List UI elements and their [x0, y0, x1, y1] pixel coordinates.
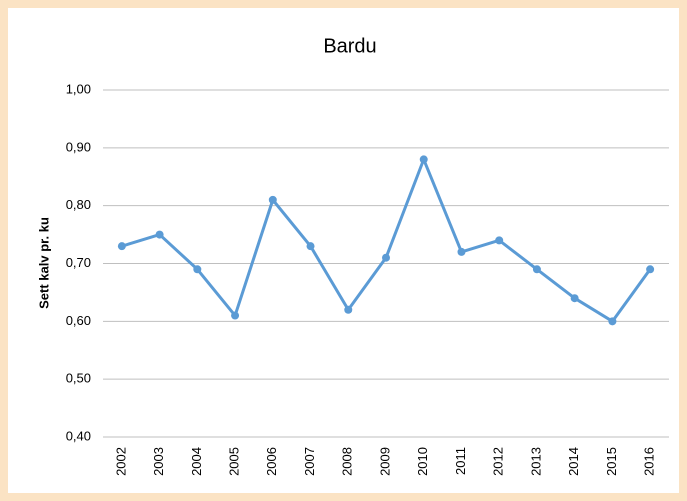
x-tick-label: 2004	[189, 447, 204, 476]
point	[457, 247, 466, 256]
point	[608, 317, 617, 326]
y-tick-label: 0,40	[66, 428, 91, 443]
point	[532, 265, 541, 274]
y-tick-label: 0,90	[66, 139, 91, 154]
x-tick-label: 2013	[528, 447, 543, 476]
point	[306, 242, 315, 251]
point	[382, 253, 390, 262]
y-tick-label: 0,60	[66, 313, 91, 328]
point	[570, 294, 579, 303]
point	[193, 265, 202, 274]
point	[117, 242, 126, 251]
point	[419, 155, 428, 164]
chart-title: Bardu	[323, 35, 376, 57]
y-tick-label: 0,50	[66, 371, 91, 386]
x-tick-label: 2006	[264, 447, 279, 476]
point	[646, 265, 655, 274]
x-tick-label: 2012	[491, 447, 506, 476]
point	[268, 195, 277, 204]
x-tick-label: 2014	[566, 447, 581, 476]
x-tick-label: 2009	[377, 447, 392, 476]
x-tick-label: 2011	[453, 447, 468, 475]
chart-background	[8, 8, 679, 493]
x-tick-label: 2003	[151, 447, 166, 476]
y-tick-label: 0,80	[66, 197, 91, 212]
x-tick-label: 2015	[604, 447, 619, 476]
x-tick-label: 2002	[113, 447, 128, 476]
x-tick-label: 2008	[340, 447, 355, 476]
y-axis-label: Sett kalv pr. ku	[36, 217, 51, 309]
y-tick-label: 1,00	[66, 81, 91, 96]
x-tick-label: 2010	[415, 447, 430, 476]
x-tick-label: 2005	[227, 447, 242, 476]
x-tick-label: 2016	[642, 447, 657, 476]
x-tick-label: 2007	[302, 447, 317, 476]
y-tick-label: 0,70	[66, 255, 91, 270]
point	[495, 236, 504, 245]
point	[155, 230, 164, 239]
point	[231, 311, 240, 320]
point	[344, 305, 353, 314]
